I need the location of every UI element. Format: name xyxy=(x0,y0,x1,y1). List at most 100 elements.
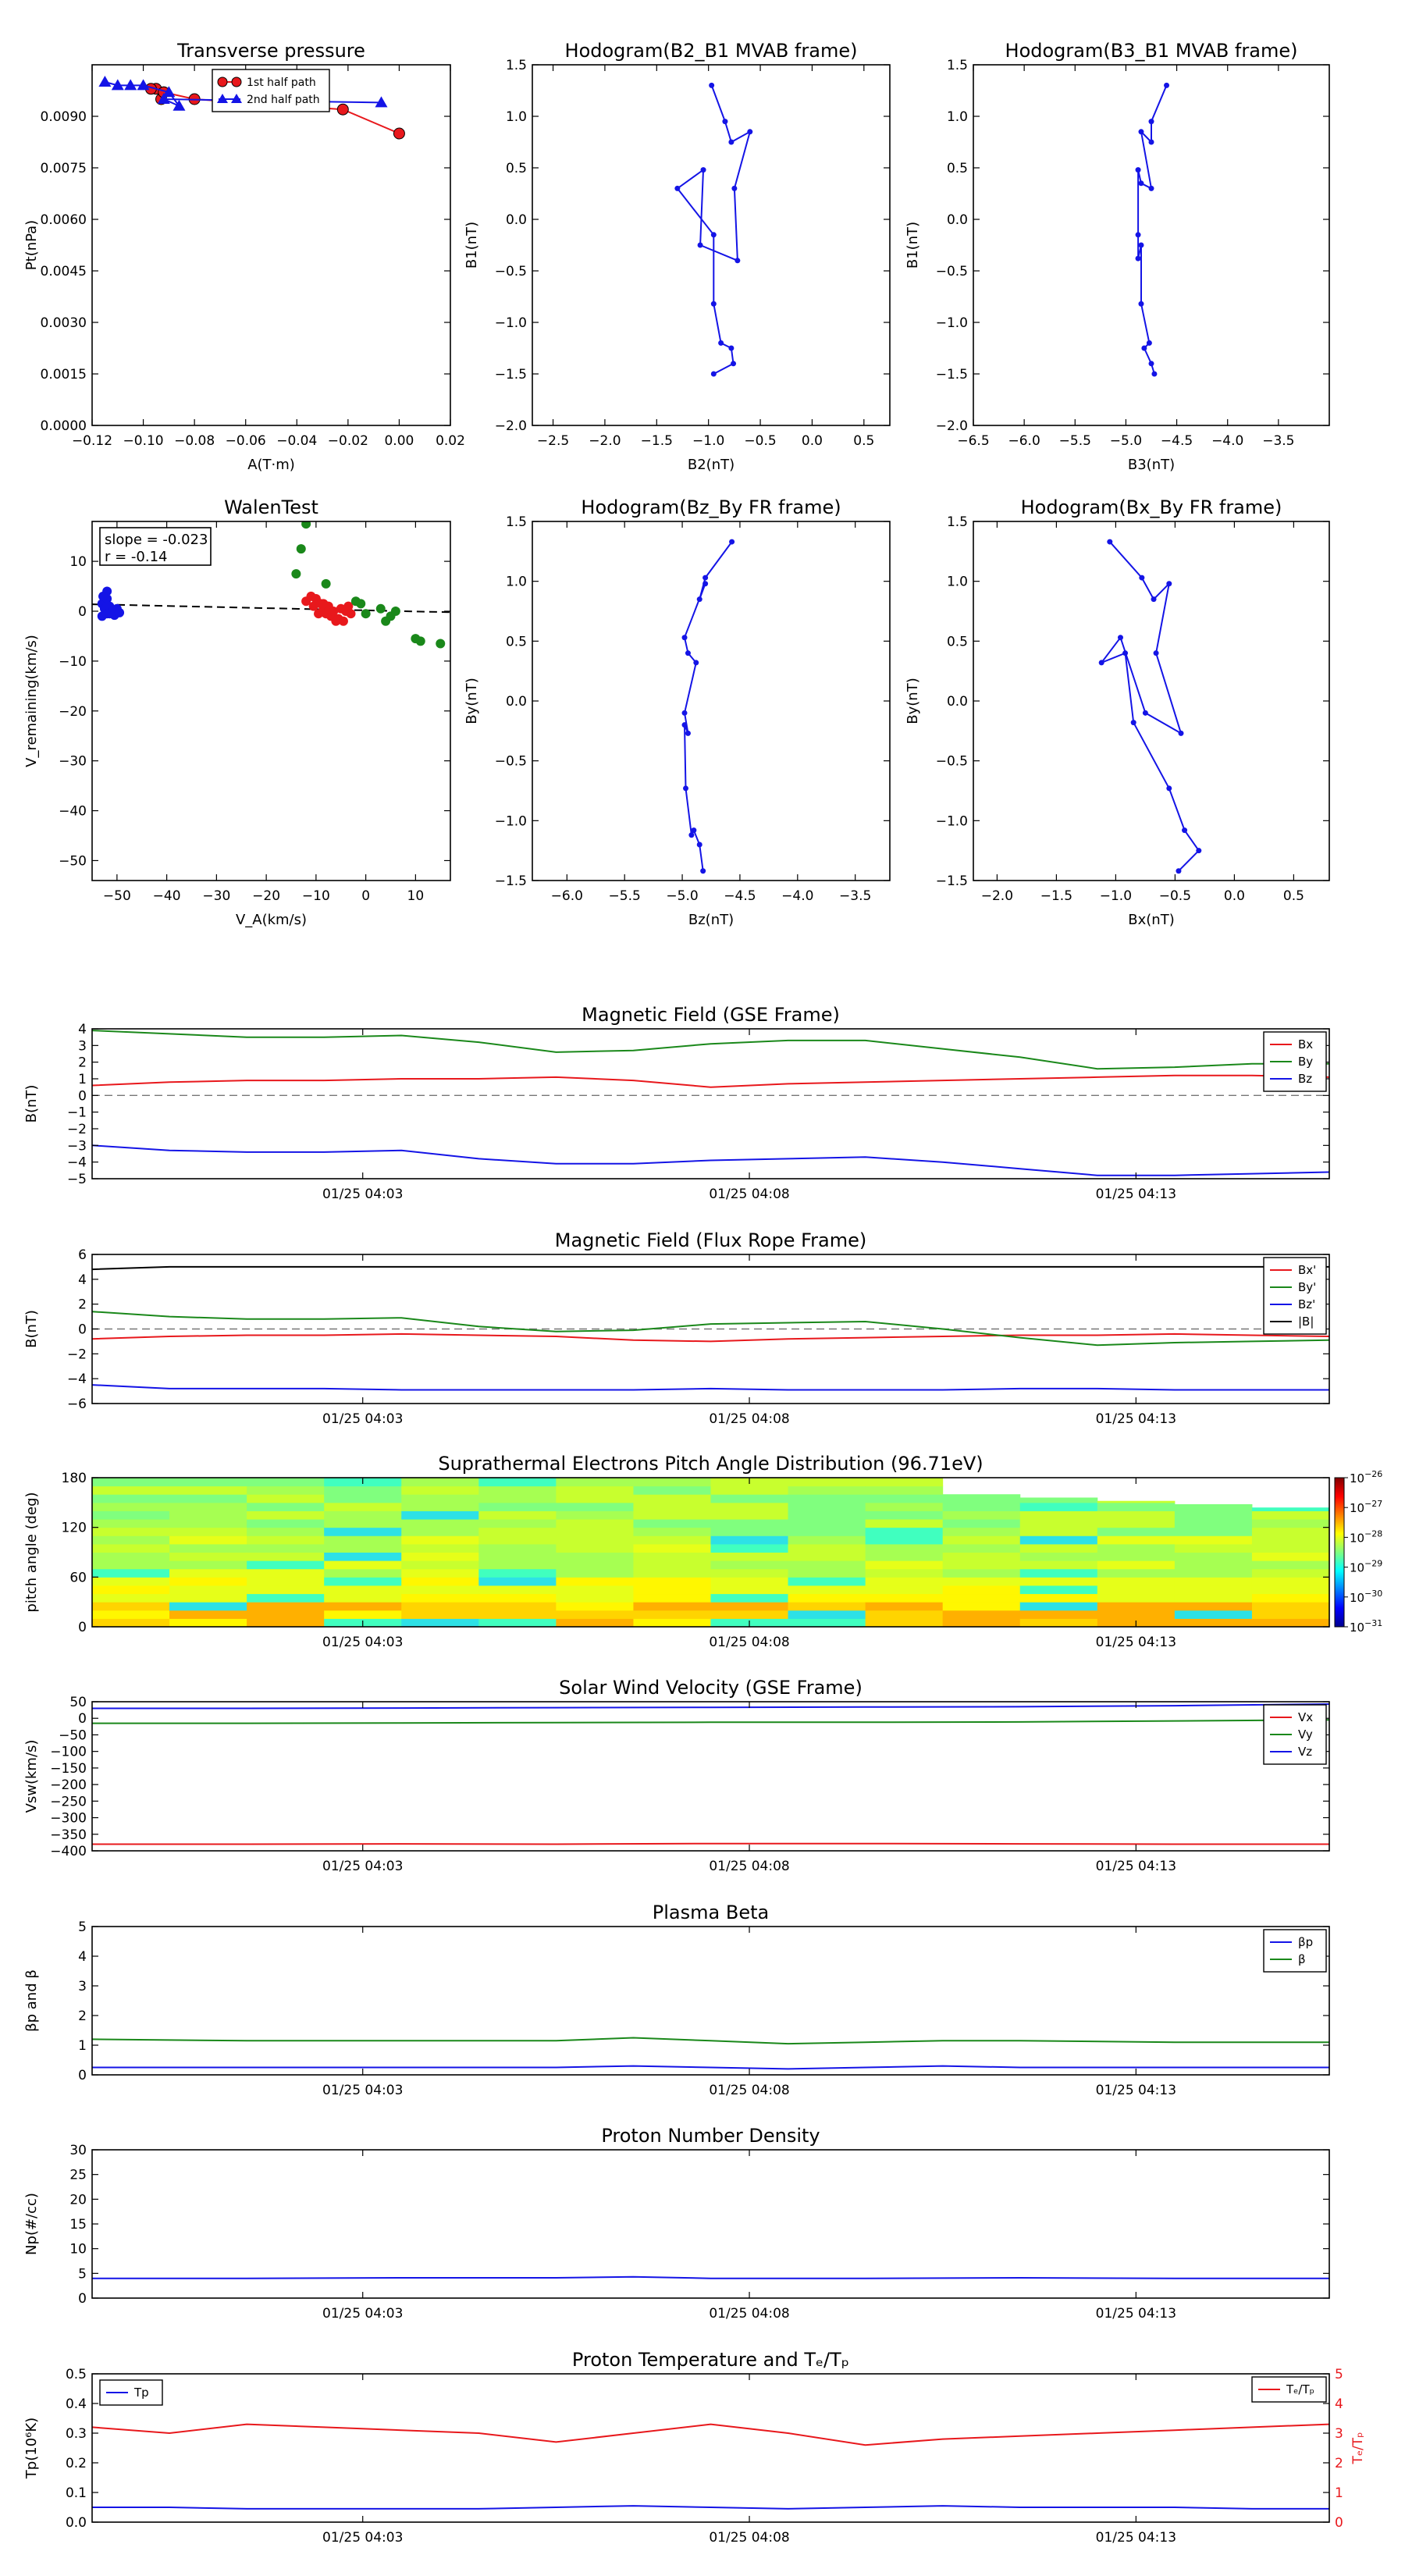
x-tick-label: 01/25 04:08 xyxy=(709,2083,789,2098)
series-line xyxy=(92,1144,1329,1176)
series-line xyxy=(92,1265,1329,1271)
heatmap-cell xyxy=(865,1527,944,1536)
heatmap-cell xyxy=(788,1494,866,1503)
plot-area xyxy=(92,1703,1329,1845)
legend-marker xyxy=(217,94,228,103)
legend-label: |B| xyxy=(1298,1315,1314,1329)
heatmap-cell xyxy=(788,1543,866,1553)
data-point xyxy=(1176,868,1182,874)
heatmap-cell xyxy=(865,1519,944,1528)
heatmap-cell xyxy=(401,1602,479,1611)
heatmap-cell xyxy=(556,1485,634,1495)
x-tick-label: 0.0 xyxy=(1224,888,1245,904)
heatmap-cell xyxy=(1174,1577,1253,1586)
series-line xyxy=(92,1719,1329,1724)
heatmap-cell xyxy=(556,1585,634,1595)
y-tick-label: 20 xyxy=(69,2192,87,2208)
heatmap-cell xyxy=(247,1602,325,1611)
y-tick-label: 0 xyxy=(78,1322,87,1338)
y-tick-label: 60 xyxy=(69,1570,87,1585)
y-tick-label: −4 xyxy=(67,1372,87,1387)
chart-title: Hodogram(Bx_By FR frame) xyxy=(1021,496,1282,518)
data-point xyxy=(693,660,699,666)
heatmap-cell xyxy=(556,1618,634,1627)
y-tick-label: 2 xyxy=(78,1297,87,1313)
heatmap-cell xyxy=(788,1560,866,1570)
chart-hodogram-bz-by: −1.5 −1.0 −0.5 0.0 0.5 1.0 1.5 −6.0 −5.5 −5.0 −4.5… xyxy=(464,496,891,928)
heatmap-cell xyxy=(247,1535,325,1545)
data-point xyxy=(1151,596,1157,603)
x-tick-label: −5.5 xyxy=(1059,433,1091,449)
chart-transverse-pressure: 0.0000 0.0015 0.0030 0.0045 0.0060 0.0075 0.00… xyxy=(23,40,465,473)
data-point xyxy=(710,232,717,238)
x-tick-label: −0.06 xyxy=(226,433,266,449)
legend-box xyxy=(1251,2376,1327,2403)
heatmap-cell xyxy=(401,1494,479,1503)
data-point xyxy=(1139,575,1145,581)
data-point xyxy=(681,635,688,641)
heatmap-cell xyxy=(1174,1519,1253,1528)
y-tick-label: 0.0 xyxy=(66,2515,87,2531)
heatmap-cell xyxy=(1174,1552,1253,1561)
x-tick-label: −0.5 xyxy=(1159,888,1191,904)
heatmap-cell xyxy=(478,1535,557,1545)
chart-hodogram-b3-b1: −2.0 −1.5 −1.0 −0.5 0.0 0.5 1.0 1.5 −6.5 −6.0 −5.5… xyxy=(905,40,1330,473)
series-line xyxy=(683,541,733,871)
heatmap-cell xyxy=(633,1585,711,1595)
heatmap-cell xyxy=(247,1610,325,1619)
heatmap-cell xyxy=(92,1527,170,1536)
heatmap-cell xyxy=(478,1585,557,1595)
heatmap-cell xyxy=(92,1494,170,1503)
heatmap-cell xyxy=(1097,1519,1176,1528)
data-point xyxy=(729,539,735,545)
y-tick-label: −1.5 xyxy=(495,367,527,382)
y-tick-label: −1.5 xyxy=(936,367,968,382)
heatmap-cell xyxy=(710,1494,789,1503)
heatmap-cell xyxy=(1097,1552,1176,1561)
series-line xyxy=(1137,85,1168,375)
heatmap-cell xyxy=(633,1535,711,1545)
x-tick-label: −5.0 xyxy=(666,888,698,904)
data-point xyxy=(1178,730,1184,736)
heatmap-cell xyxy=(401,1568,479,1578)
chart-mag-fr: −6 −4 −2 0 2 4 6 01/25 04:03 01/25 04:08 01/25 04… xyxy=(23,1229,1330,1427)
data-point xyxy=(710,301,717,307)
series-line xyxy=(1099,541,1200,872)
heatmap-cell xyxy=(865,1618,944,1627)
heatmap-cell xyxy=(401,1502,479,1511)
heatmap-cell xyxy=(710,1502,789,1511)
y-right-tick-label: 5 xyxy=(1335,2367,1343,2382)
heatmap-cell xyxy=(710,1560,789,1570)
data-point xyxy=(718,340,724,346)
x-axis-label: V_A(km/s) xyxy=(236,912,307,928)
heatmap-cell xyxy=(556,1560,634,1570)
data-point xyxy=(681,722,688,728)
plot-area xyxy=(98,76,405,140)
heatmap-cell xyxy=(710,1543,789,1553)
heatmap-cell xyxy=(1251,1560,1329,1570)
y-tick-label: 0 xyxy=(78,604,87,620)
x-tick-label: 01/25 04:13 xyxy=(1096,1859,1176,1874)
heatmap-cell xyxy=(1019,1568,1098,1578)
data-point xyxy=(674,185,681,191)
heatmap-cell xyxy=(1174,1503,1253,1511)
y-tick-label: 0.5 xyxy=(506,161,527,176)
heatmap-cell xyxy=(92,1535,170,1545)
heatmap-cell xyxy=(1174,1618,1253,1627)
x-tick-label: 0.00 xyxy=(384,433,414,449)
heatmap-cell xyxy=(865,1585,944,1595)
legend-label: Tp xyxy=(133,2386,149,2400)
slope-label: slope = -0.023 xyxy=(105,532,208,548)
x-tick-label: −40 xyxy=(153,888,181,904)
heatmap-cell xyxy=(710,1593,789,1603)
y-tick-label: 0.0090 xyxy=(41,109,87,125)
data-point xyxy=(747,129,753,135)
heatmap-cell xyxy=(169,1494,247,1503)
y-tick-label: −4 xyxy=(67,1155,87,1171)
y-tick-label: 180 xyxy=(62,1471,87,1486)
heatmap-cell xyxy=(633,1552,711,1561)
data-point xyxy=(691,827,697,834)
y-tick-label: 0 xyxy=(78,2291,87,2307)
